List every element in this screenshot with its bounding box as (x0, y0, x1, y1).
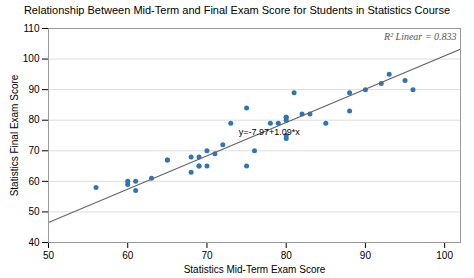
svg-text:100: 100 (436, 249, 453, 260)
svg-text:50: 50 (43, 249, 55, 260)
svg-text:60: 60 (28, 175, 40, 186)
svg-text:60: 60 (122, 249, 134, 260)
svg-text:70: 70 (201, 249, 213, 260)
svg-text:Statistics Mid-Term Exam Score: Statistics Mid-Term Exam Score (184, 263, 326, 274)
svg-text:100: 100 (23, 53, 40, 64)
svg-text:110: 110 (24, 22, 40, 33)
svg-text:40: 40 (28, 236, 40, 247)
html-text:Relationship Between Mid-Term: Relationship Between Mid-Term and Final … (23, 4, 451, 16)
svg-text:80: 80 (281, 249, 293, 260)
svg-text:Statistics Final Exam Score: Statistics Final Exam Score (9, 74, 20, 196)
svg-text:70: 70 (28, 145, 40, 156)
svg-text:90: 90 (360, 249, 372, 260)
svg-text:90: 90 (28, 84, 40, 95)
svg-text:y=-7.97+1.09*x: y=-7.97+1.09*x (239, 127, 301, 137)
svg-text:80: 80 (28, 114, 40, 125)
svg-text:R² Linear = 0.833: R² Linear = 0.833 (383, 30, 457, 41)
svg-text:50: 50 (28, 206, 40, 217)
